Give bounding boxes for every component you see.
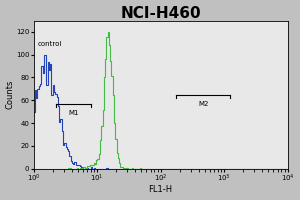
Text: M1: M1 [68,110,79,116]
Text: M2: M2 [198,101,208,107]
Title: NCI-H460: NCI-H460 [120,6,201,21]
X-axis label: FL1-H: FL1-H [148,185,172,194]
Y-axis label: Counts: Counts [6,80,15,109]
Text: control: control [38,41,62,47]
